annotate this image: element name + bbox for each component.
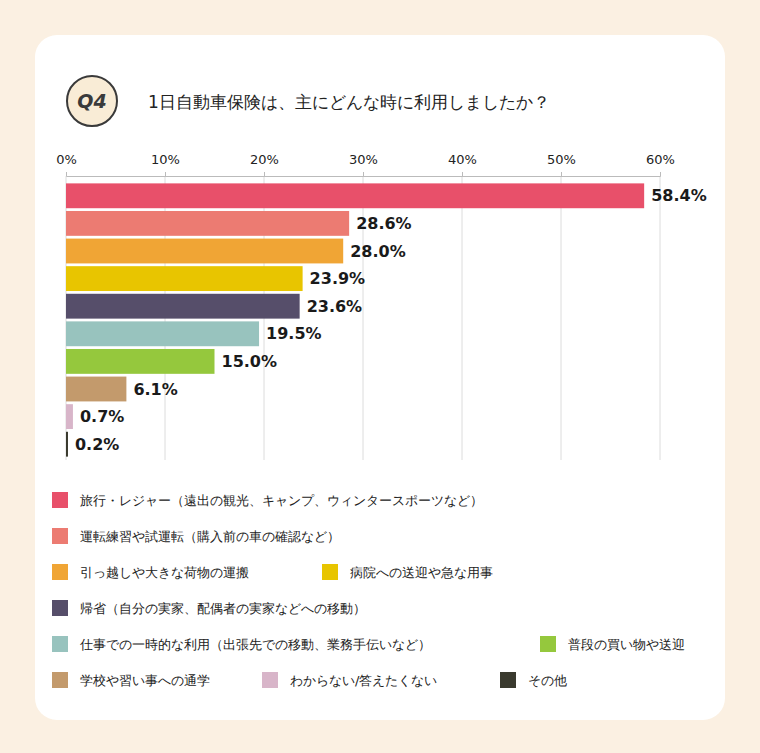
background [0,0,760,753]
data-label: 23.9% [310,269,366,288]
legend-label: その他 [528,673,567,688]
data-label: 0.2% [75,435,119,454]
legend-item: 旅行・レジャー（遠出の観光、キャンプ、ウィンタースポーツなど） [52,492,483,508]
x-tick-label: 60% [646,152,675,167]
legend-swatch [52,492,68,508]
legend-item: 運転練習や試運転（購入前の車の確認など） [52,528,340,544]
x-tick: 60% [646,152,675,176]
data-label: 0.7% [80,407,124,426]
badge-label: Q4 [77,90,106,112]
legend-label: 学校や習い事への通学 [80,673,210,688]
x-tick-label: 20% [250,152,279,167]
x-tick: 0% [56,152,77,176]
badge-circle [67,76,117,126]
legend-item: 学校や習い事への通学 [52,672,210,688]
legend-label: 普段の買い物や送迎 [568,637,685,652]
x-tick-label: 40% [448,152,477,167]
legend-swatch [52,600,68,616]
legend-label: 帰省（自分の実家、配偶者の実家などへの移動） [80,601,366,616]
bar [66,294,300,319]
legend-label: 運転練習や試運転（購入前の車の確認など） [80,529,340,544]
data-label: 28.6% [356,214,412,233]
legend: 旅行・レジャー（遠出の観光、キャンプ、ウィンタースポーツなど） 運転練習や試運転（… [52,492,685,688]
legend-item: 普段の買い物や送迎 [540,636,685,652]
grid-line [660,176,661,460]
x-axis-line [67,172,661,177]
bar [66,239,343,264]
legend-swatch [262,672,278,688]
x-tick-mark [462,172,463,176]
bars [66,183,644,456]
bar [66,404,73,429]
bar [66,321,259,346]
chart-title: 1日自動車保険は、主にどんな時に利用しましたか？ [148,92,550,112]
legend-swatch [52,636,68,652]
data-label: 28.0% [350,242,406,261]
chart-svg: Q4 1日自動車保険は、主にどんな時に利用しましたか？ 0% 10% 20% 30% 40%… [0,0,760,753]
data-labels: 58.4% 28.6% 28.0% 23.9% 23.6% 19.5% 15.0% 6.1% 0… [75,186,707,453]
legend-item: 引っ越しや大きな荷物の運搬 [52,564,249,580]
x-tick: 10% [151,152,180,176]
bar [66,432,68,457]
data-label: 58.4% [651,186,707,205]
legend-item: わからない/答えたくない [262,672,437,688]
legend-swatch [52,672,68,688]
x-tick-label: 50% [547,152,576,167]
legend-swatch [52,528,68,544]
x-tick-mark [165,172,166,176]
data-label: 19.5% [266,324,322,343]
grid-line [462,176,463,460]
x-tick: 30% [349,152,378,176]
x-tick-mark [561,172,562,176]
legend-label: 仕事での一時的な利用（出張先での移動、業務手伝いなど） [79,637,431,652]
data-label: 15.0% [222,352,278,371]
x-tick-label: 0% [56,152,77,167]
bar [66,349,215,374]
legend-item: 病院への送迎や急な用事 [322,564,493,580]
bar [66,377,126,402]
legend-label: 旅行・レジャー（遠出の観光、キャンプ、ウィンタースポーツなど） [80,493,483,508]
legend-item: その他 [500,672,567,688]
grid-line [561,176,562,460]
legend-label: 病院への送迎や急な用事 [350,565,493,580]
x-tick-label: 30% [349,152,378,167]
x-tick-mark [66,172,67,176]
x-axis: 0% 10% 20% 30% 40% 50% 60% [56,152,675,177]
legend-item: 帰省（自分の実家、配偶者の実家などへの移動） [52,600,366,616]
legend-swatch [52,564,68,580]
card [35,35,725,720]
grid [66,176,660,460]
x-tick-mark [264,172,265,176]
legend-swatch [540,636,556,652]
x-tick-mark [660,172,661,176]
x-tick: 20% [250,152,279,176]
x-tick: 40% [448,152,477,176]
bar [66,183,644,208]
x-tick: 50% [547,152,576,176]
legend-swatch [322,564,338,580]
legend-label: 引っ越しや大きな荷物の運搬 [80,565,249,580]
bar [66,266,303,291]
data-label: 6.1% [133,380,177,399]
legend-item: 仕事での一時的な利用（出張先での移動、業務手伝いなど） [52,636,431,652]
x-tick-label: 10% [151,152,180,167]
x-tick-mark [363,172,364,176]
legend-label: わからない/答えたくない [290,673,437,688]
legend-swatch [500,672,516,688]
bar [66,211,349,236]
data-label: 23.6% [307,297,363,316]
